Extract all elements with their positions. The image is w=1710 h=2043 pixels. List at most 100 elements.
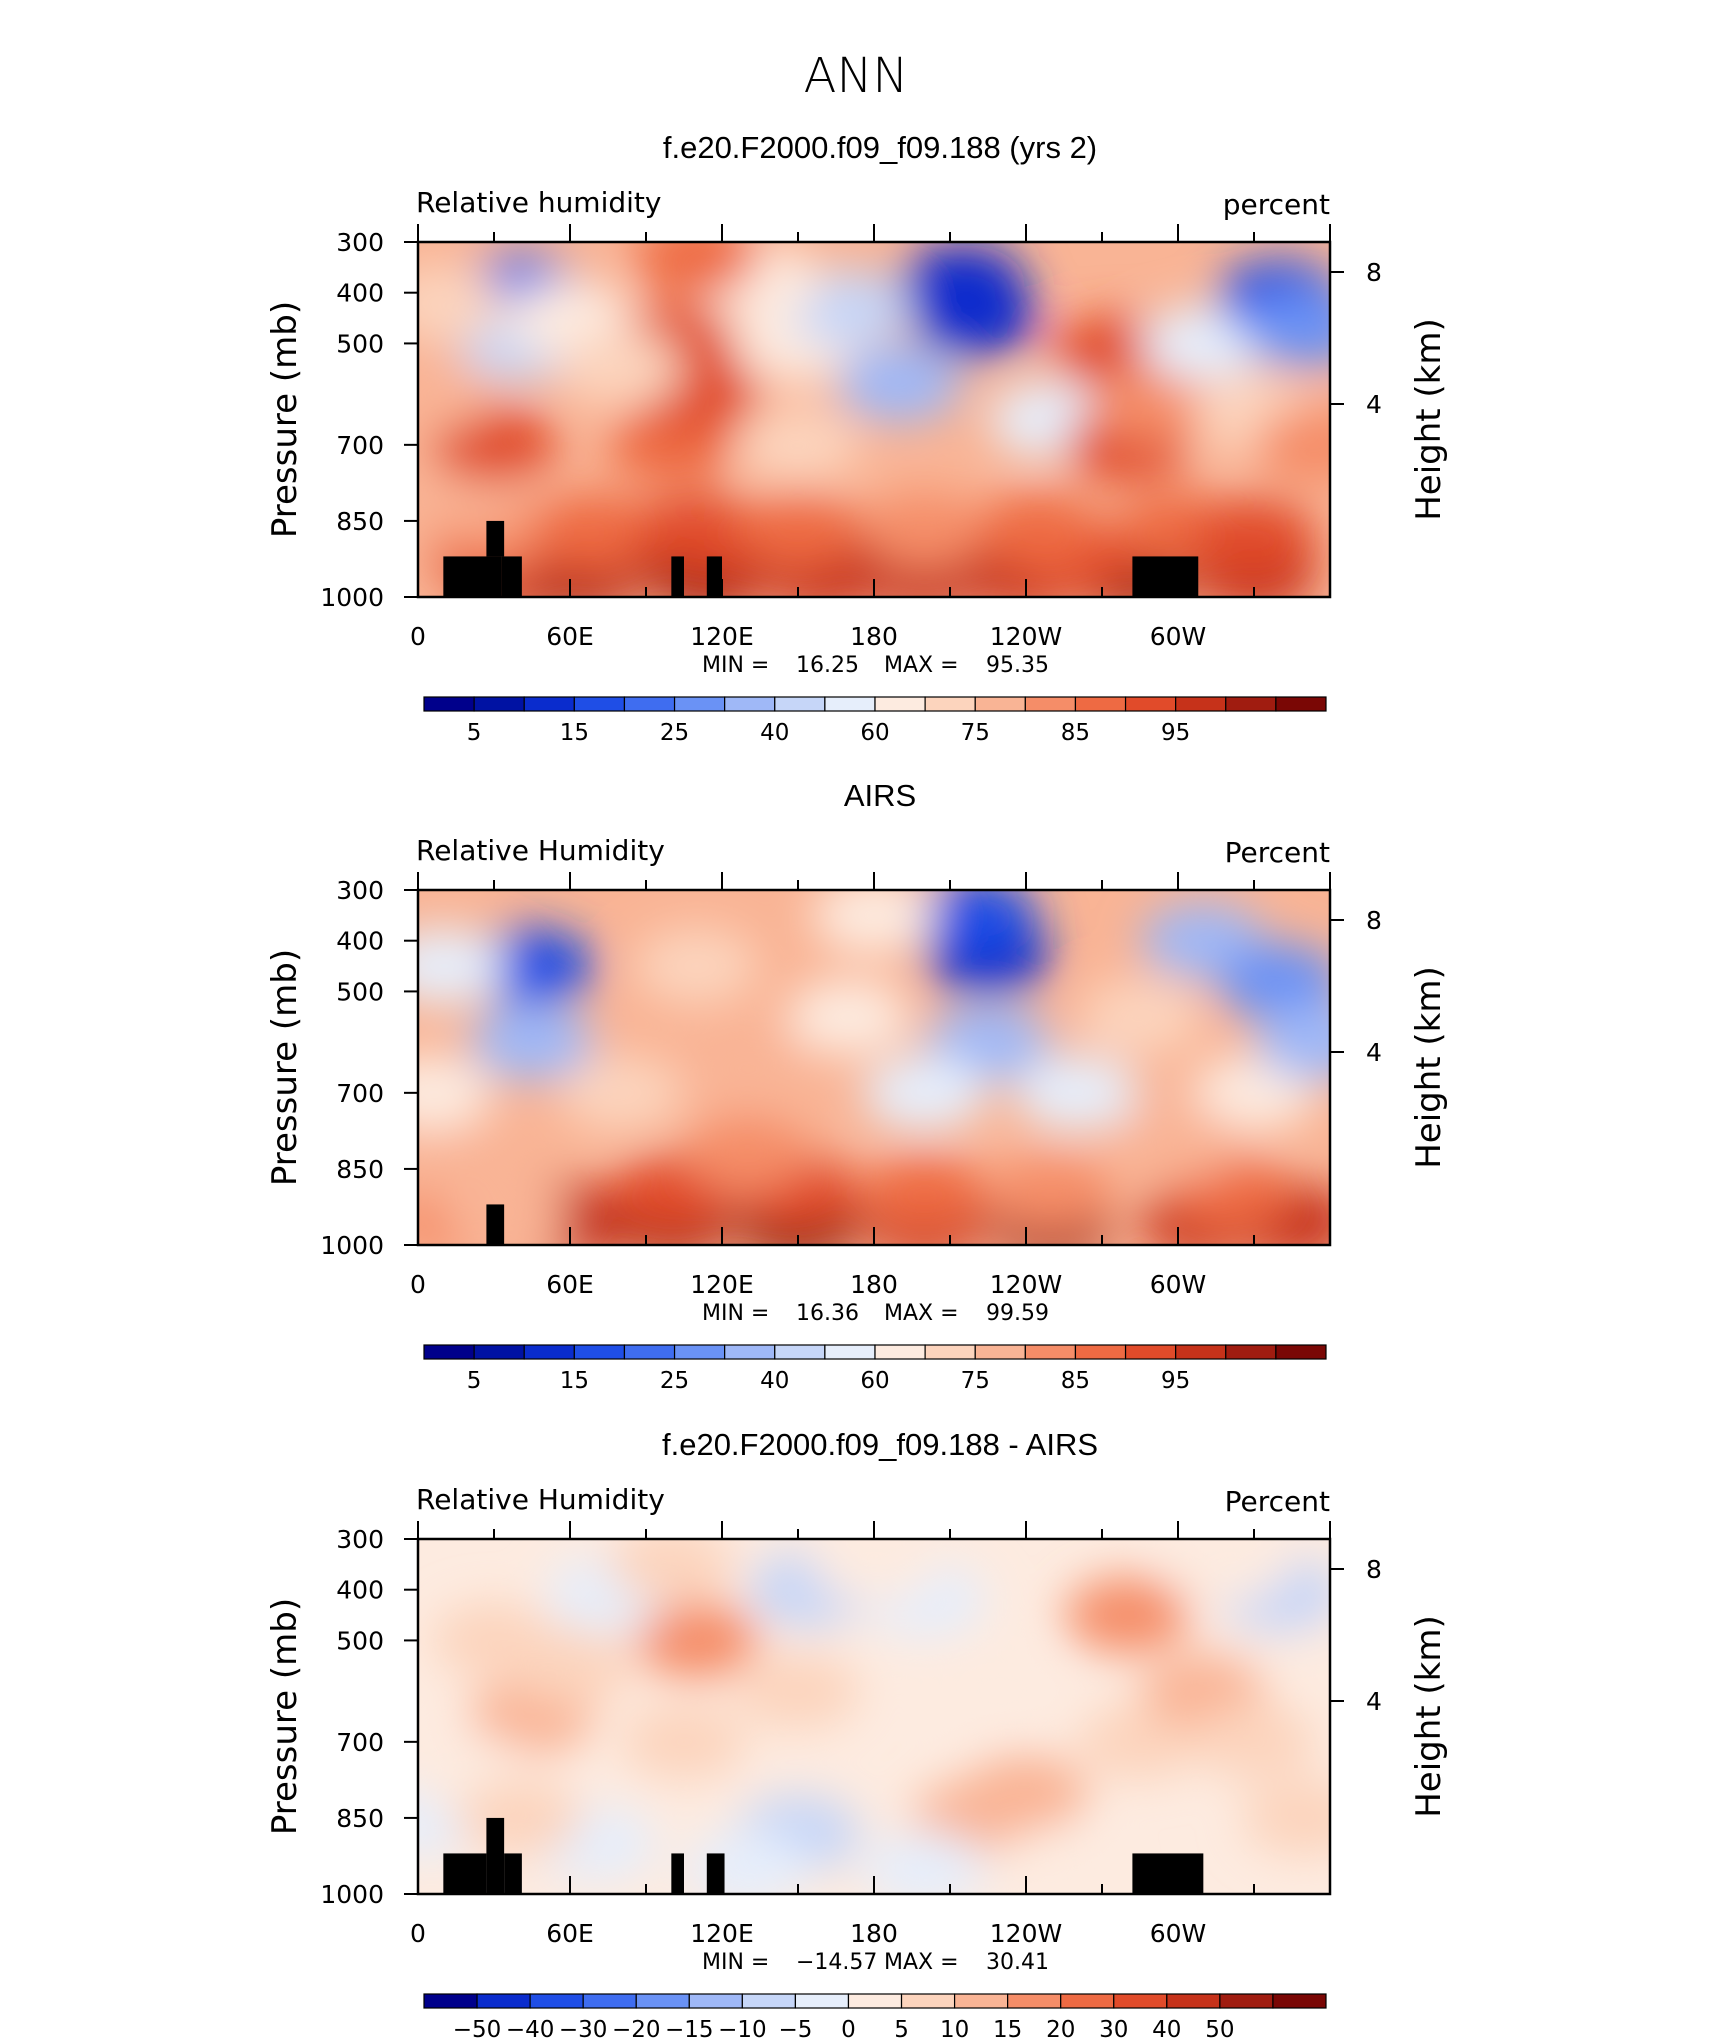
x-tick-label: 60E: [546, 1270, 594, 1299]
colorbar-label: 95: [1161, 1368, 1190, 1394]
x-tick-label: 120E: [690, 1919, 754, 1948]
colorbar-swatch: [582, 1993, 637, 2009]
field-point: [862, 493, 987, 570]
x-tick-label: 60W: [1150, 1270, 1207, 1299]
field-layer: [418, 1539, 1330, 1894]
colorbar-swatch: [1225, 696, 1277, 712]
y-tick-label: 300: [336, 1525, 384, 1554]
colorbar-swatch: [1124, 1344, 1177, 1360]
y-right-tick-label: 4: [1366, 1687, 1382, 1716]
land-mask: [501, 556, 522, 597]
colorbar-swatch: [1024, 696, 1077, 712]
colorbar-label: 25: [660, 1368, 689, 1394]
colorbar-label: 0: [841, 2017, 856, 2038]
field-point: [418, 928, 506, 1005]
colorbar-label: −20: [612, 2017, 661, 2038]
land-mask: [671, 1853, 684, 1894]
field-point: [938, 1653, 1063, 1730]
stats-min-value: 16.36: [796, 1301, 859, 1326]
colorbar-swatch: [1060, 1993, 1115, 2009]
colorbar-swatch: [423, 696, 475, 712]
land-mask: [1132, 1853, 1204, 1894]
colorbar-label: −10: [718, 2017, 767, 2038]
land-mask: [486, 520, 505, 557]
field-point: [900, 244, 1025, 321]
colorbar-swatch: [824, 696, 876, 712]
y-right-tick-label: 8: [1366, 906, 1382, 935]
colorbar: 5 15 25 40 60 75 85 95: [423, 696, 1327, 746]
y-tick-label: 500: [336, 1626, 384, 1655]
field-point: [837, 345, 962, 422]
colorbar-swatch: [900, 1993, 956, 2009]
y-right-tick-label: 4: [1366, 390, 1382, 419]
colorbar-swatch: [1175, 1344, 1227, 1360]
x-tick-label: 60W: [1150, 1919, 1207, 1948]
x-tick-label: 0: [410, 622, 426, 651]
field-point: [1242, 290, 1330, 367]
field-point: [736, 493, 860, 570]
field-point: [736, 406, 860, 483]
colorbar-swatch: [1074, 696, 1127, 712]
colorbar-swatch: [423, 1344, 475, 1360]
chart-panel-1: f.e20.F2000.f09_f09.188 (yrs 2)Relative …: [265, 130, 1449, 746]
colorbar-label: 5: [894, 2017, 909, 2038]
y-tick-label: 700: [336, 1728, 384, 1757]
colorbar-swatch: [794, 1993, 850, 2009]
panel-title: AIRS: [844, 778, 916, 813]
x-tick-label: 0: [410, 1919, 426, 1948]
colorbar-swatch: [688, 1993, 743, 2009]
colorbar-label: 60: [860, 1368, 889, 1394]
y-right-axis-label: Height (km): [1409, 1615, 1449, 1818]
colorbar-label: 5: [467, 720, 482, 746]
y-tick-label: 500: [336, 977, 384, 1006]
y-tick-label: 400: [336, 927, 384, 956]
colorbar-label: 15: [560, 720, 589, 746]
colorbar-swatch: [573, 696, 626, 712]
field-point: [1255, 1004, 1330, 1081]
colorbar-swatch: [523, 1344, 575, 1360]
stats-min-value: 16.25: [796, 653, 859, 678]
field-point: [609, 1539, 734, 1603]
field-point: [634, 928, 759, 1005]
panel-right-label: Percent: [1225, 1485, 1330, 1518]
y-axis-label: Pressure (mb): [265, 301, 305, 538]
field-point: [989, 1830, 1114, 1894]
x-tick-label: 180: [850, 1919, 898, 1948]
y-right-axis-label: Height (km): [1409, 318, 1449, 521]
colorbar-swatch: [774, 1344, 826, 1360]
field-blobs: [418, 1539, 1330, 1894]
field-point: [786, 978, 911, 1055]
colorbar-label: 40: [760, 720, 789, 746]
land-mask: [706, 1853, 725, 1894]
x-tick-label: 120W: [990, 1270, 1062, 1299]
field-point: [1192, 1703, 1316, 1780]
colorbar-label: 50: [1205, 2017, 1234, 2038]
field-point: [812, 890, 936, 954]
panels: f.e20.F2000.f09_f09.188 (yrs 2)Relative …: [265, 130, 1449, 2043]
colorbar-swatch: [1124, 696, 1177, 712]
stats-max-label: MAX =: [884, 1950, 959, 1975]
field-layer: [418, 242, 1330, 597]
panel-left-label: Relative Humidity: [416, 834, 665, 867]
y-tick-label: 850: [336, 1804, 384, 1833]
field-point: [862, 1830, 987, 1894]
colorbar-label: −40: [506, 2017, 555, 2038]
field-point: [558, 1054, 683, 1131]
colorbar-swatch: [874, 696, 926, 712]
field-point: [1242, 1779, 1330, 1856]
y-tick-label: 300: [336, 876, 384, 905]
colorbar: 5 15 25 40 60 75 85 95: [423, 1344, 1327, 1394]
land-mask: [486, 1817, 505, 1894]
y-tick-label: 850: [336, 507, 384, 536]
stats-max-label: MAX =: [884, 1301, 959, 1326]
field-point: [812, 1539, 936, 1603]
colorbar-swatch: [874, 1344, 926, 1360]
y-tick-label: 1000: [320, 583, 384, 612]
land-mask: [443, 1853, 487, 1894]
x-tick-label: 0: [410, 1270, 426, 1299]
colorbar-label: 75: [961, 1368, 990, 1394]
stats-max-value: 30.41: [986, 1950, 1049, 1975]
field-point: [418, 356, 493, 433]
colorbar-label: −5: [778, 2017, 812, 2038]
colorbar-swatch: [1225, 1344, 1277, 1360]
